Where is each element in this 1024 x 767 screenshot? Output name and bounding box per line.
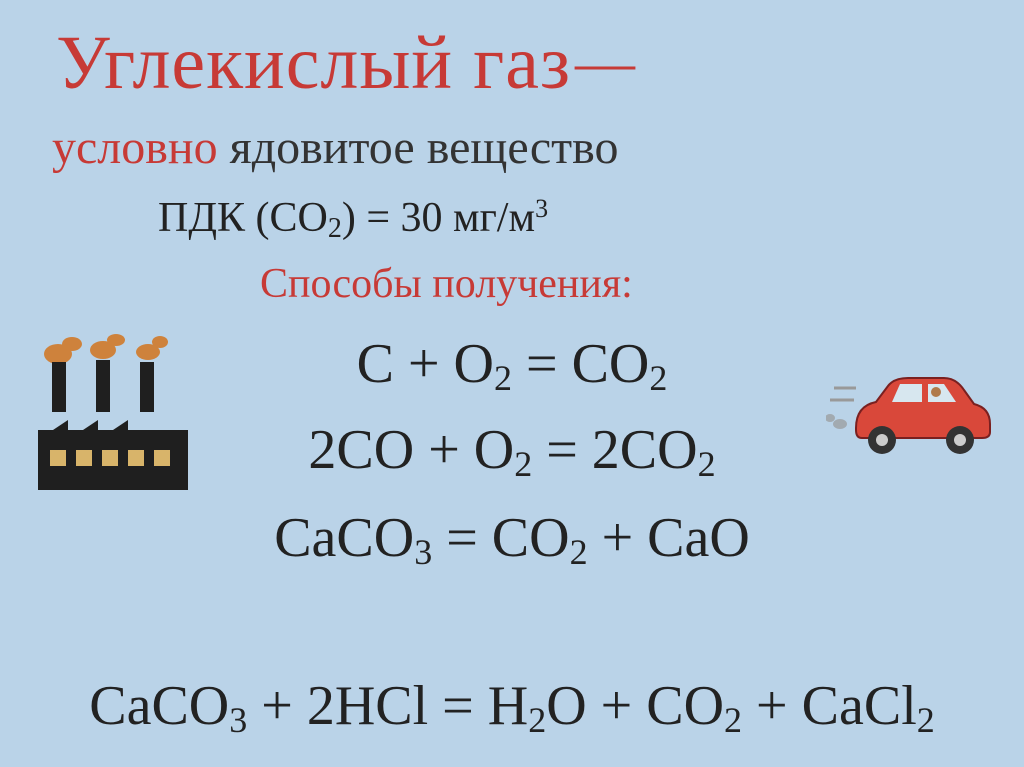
pdk-middle: ) = 30 мг/м: [342, 195, 535, 241]
eq4-p2: + 2HCl = H: [247, 675, 528, 737]
factory-icon: [28, 330, 198, 500]
eq4-s2: 2: [528, 700, 546, 740]
subtitle-emphasis: условно: [52, 121, 218, 174]
pdk-sub: 2: [328, 213, 342, 244]
subtitle-rest: ядовитое вещество: [218, 121, 619, 174]
car-icon: [826, 348, 996, 468]
equation-3: CaCO3 = CO2 + CaO: [274, 506, 750, 573]
methods-heading: Способы получения:: [260, 260, 633, 308]
eq4-s1: 3: [229, 700, 247, 740]
equation-1: C + O2 = CO2: [357, 332, 668, 399]
title-dash: —: [575, 29, 635, 95]
eq4-p3: O + CO: [546, 675, 724, 737]
slide-subtitle: условно ядовитое вещество: [52, 120, 618, 175]
eq4-s3: 2: [724, 700, 742, 740]
equation-2: 2CO + O2 = 2CO2: [308, 418, 715, 485]
slide-title: Углекислый газ —: [56, 20, 635, 107]
eq4-p4: + CaCl: [742, 675, 917, 737]
pdk-line: ПДК (CO2) = 30 мг/м3: [158, 194, 548, 245]
eq4-s4: 2: [917, 700, 935, 740]
eq4-p1: CaCO: [89, 675, 229, 737]
pdk-prefix: ПДК (CO: [158, 195, 328, 241]
title-text: Углекислый газ: [56, 21, 571, 105]
pdk-sup: 3: [535, 194, 548, 223]
equation-4: CaCO3 + 2HCl = H2O + CO2 + CaCl2: [89, 674, 935, 741]
